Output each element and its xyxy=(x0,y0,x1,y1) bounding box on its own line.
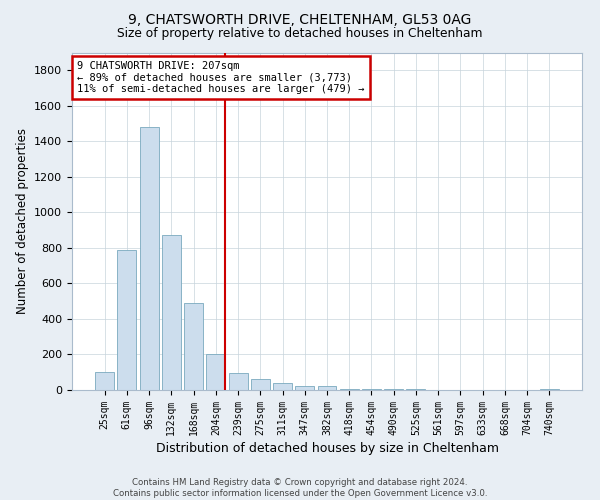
Bar xyxy=(206,354,225,390)
Y-axis label: Number of detached properties: Number of detached properties xyxy=(16,128,29,314)
Bar xyxy=(273,383,292,390)
Bar xyxy=(140,127,158,390)
Text: Contains HM Land Registry data © Crown copyright and database right 2024.
Contai: Contains HM Land Registry data © Crown c… xyxy=(113,478,487,498)
Bar xyxy=(540,389,559,390)
Bar xyxy=(251,380,270,390)
Text: Size of property relative to detached houses in Cheltenham: Size of property relative to detached ho… xyxy=(117,28,483,40)
Bar xyxy=(229,373,248,390)
Bar xyxy=(295,386,314,390)
Bar xyxy=(340,389,359,390)
Bar xyxy=(162,236,181,390)
X-axis label: Distribution of detached houses by size in Cheltenham: Distribution of detached houses by size … xyxy=(155,442,499,455)
Text: 9 CHATSWORTH DRIVE: 207sqm
← 89% of detached houses are smaller (3,773)
11% of s: 9 CHATSWORTH DRIVE: 207sqm ← 89% of deta… xyxy=(77,61,365,94)
Text: 9, CHATSWORTH DRIVE, CHELTENHAM, GL53 0AG: 9, CHATSWORTH DRIVE, CHELTENHAM, GL53 0A… xyxy=(128,12,472,26)
Bar xyxy=(95,372,114,390)
Bar xyxy=(118,250,136,390)
Bar xyxy=(317,386,337,390)
Bar xyxy=(184,303,203,390)
